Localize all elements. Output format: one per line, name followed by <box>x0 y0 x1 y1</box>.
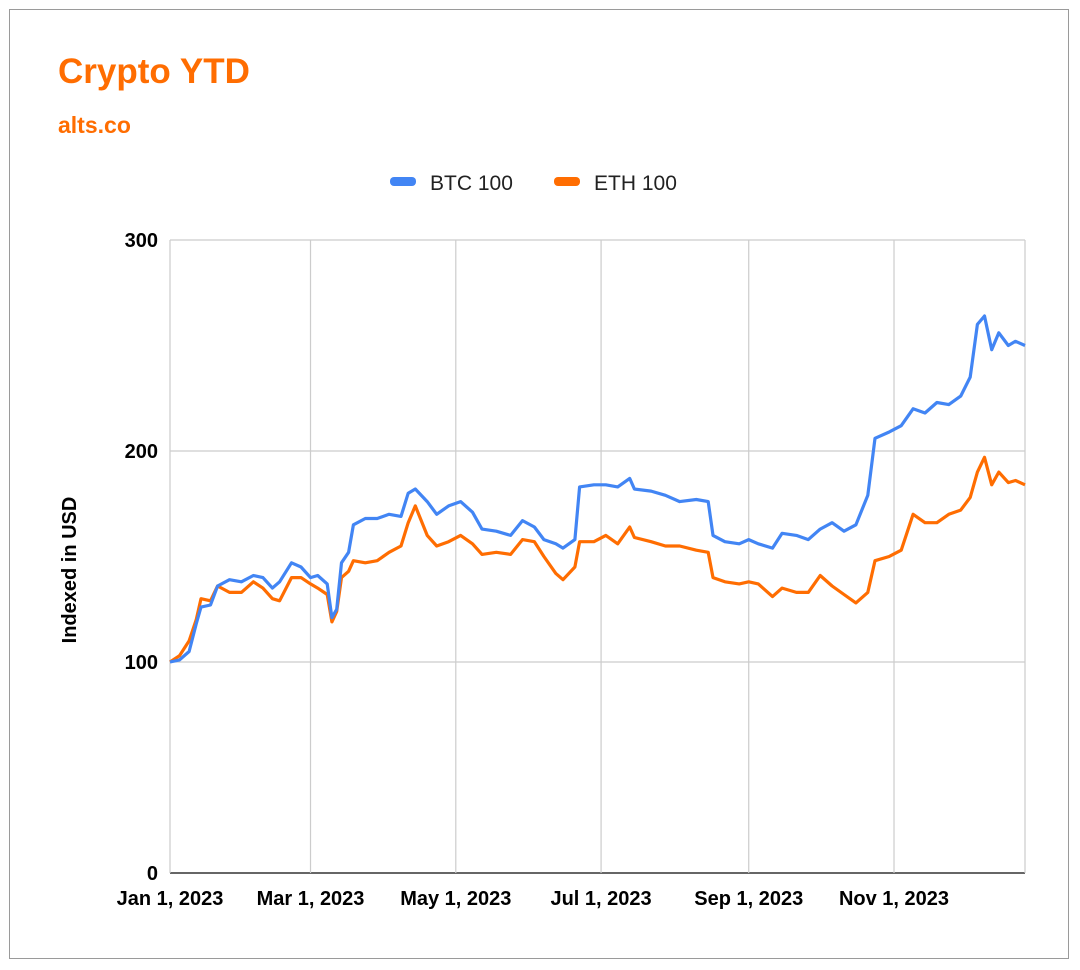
legend: BTC 100 ETH 100 <box>390 172 677 195</box>
chart-card <box>9 9 1069 959</box>
x-tick-label: Jan 1, 2023 <box>117 888 224 910</box>
grid-lines <box>169 239 1026 874</box>
legend-label: ETH 100 <box>594 172 677 195</box>
series-line-eth-100 <box>169 455 1026 664</box>
x-axis-ticks: Jan 1, 2023 Mar 1, 2023 May 1, 2023 Jul 1, … <box>117 888 949 910</box>
x-tick-label: Jul 1, 2023 <box>550 888 651 910</box>
y-tick-label: 300 <box>125 230 158 252</box>
y-tick-label: 200 <box>125 441 158 463</box>
legend-swatch <box>554 177 580 186</box>
y-tick-label: 0 <box>147 863 158 885</box>
legend-label: BTC 100 <box>430 172 513 195</box>
chart-title: Crypto YTD <box>58 52 250 91</box>
y-tick-label: 100 <box>125 652 158 674</box>
series-lines <box>169 314 1026 664</box>
series-line-btc-100 <box>169 314 1026 664</box>
x-tick-label: Nov 1, 2023 <box>839 888 949 910</box>
x-tick-label: Mar 1, 2023 <box>257 888 365 910</box>
legend-swatch <box>390 177 416 186</box>
x-tick-label: May 1, 2023 <box>400 888 511 910</box>
x-tick-label: Sep 1, 2023 <box>694 888 803 910</box>
y-axis-ticks: 0 100 200 300 <box>125 230 158 885</box>
chart-subtitle: alts.co <box>58 112 131 138</box>
y-axis-title: Indexed in USD <box>59 497 81 644</box>
